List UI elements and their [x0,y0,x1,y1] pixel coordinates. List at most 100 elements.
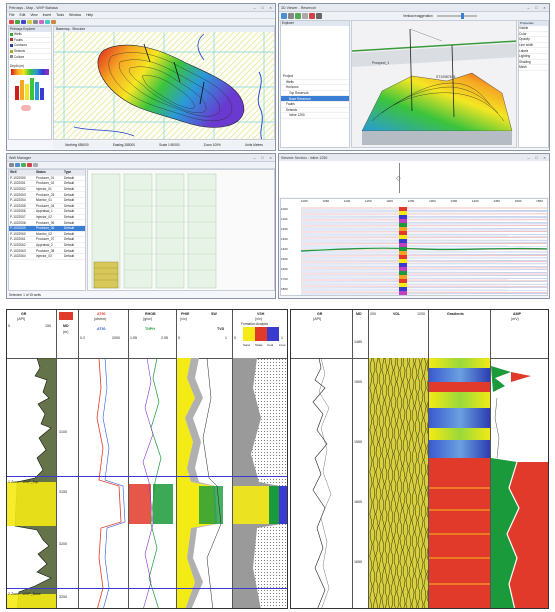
well-row[interactable]: P-1022051 Producer_02 Default [9,181,85,187]
col-status[interactable]: Status [36,170,46,175]
property-item[interactable]: Mesh [519,65,548,71]
select-icon[interactable] [281,13,287,19]
tool-icon[interactable] [21,20,26,24]
property-item[interactable]: Visible [519,26,548,32]
map-window-titlebar[interactable]: Petrosys - Map - WVP Bahasa – □ × [7,4,275,12]
tool-icon[interactable] [21,163,26,167]
well-row[interactable]: P-1022050 Producer_01 Default [9,176,85,182]
camera-icon[interactable] [316,13,322,19]
well-row[interactable]: P-1022052 Injector_01 Default [9,187,85,193]
col-well[interactable]: Well [10,170,17,175]
side-item[interactable]: Seismic [9,49,51,55]
well-manager-titlebar[interactable]: Well Manager – □ × [7,154,275,162]
well-cell: Producer_01 [36,175,55,180]
map-window[interactable]: Petrosys - Map - WVP Bahasa – □ × File Edi… [6,3,276,151]
slider-thumb[interactable] [460,13,464,19]
property-item[interactable]: Line width [519,43,548,49]
property-item[interactable]: Color [519,32,548,38]
minimize-icon[interactable]: – [253,5,256,10]
rotate-icon[interactable] [295,13,301,19]
md-track-header: MD (m) [57,310,78,359]
property-item[interactable]: Shading [519,60,548,66]
well-row[interactable]: P-1022060 Monitor_02 Default [9,232,85,238]
side-item[interactable]: Wells [9,32,51,38]
property-item[interactable]: Labels [519,48,548,54]
well-manager-window[interactable]: Well Manager – □ × Well Status Type P-1022… [6,153,276,299]
viewer-3d-window[interactable]: 3D Viewer - Reservoir – □ × Vertical exagg… [278,3,550,151]
close-icon[interactable]: × [269,155,272,160]
well-row[interactable]: P-1022064 Injector_03 Default [9,254,85,260]
maximize-icon[interactable]: □ [535,155,538,160]
menu-edit[interactable]: Edit [19,13,26,17]
tool-icon[interactable] [15,163,20,167]
tool-icon[interactable] [33,20,38,24]
well-row[interactable]: P-1022053 Producer_03 Default [9,192,85,198]
menu-file[interactable]: File [9,13,15,17]
minimize-icon[interactable]: – [253,155,256,160]
tool-icon[interactable] [33,163,38,167]
well-row[interactable]: P-1022062 Appraisal_2 Default [9,243,85,249]
maximize-icon[interactable]: □ [261,5,264,10]
tree-item[interactable]: Top Reservoir [281,91,349,97]
menu-window[interactable]: Window [69,13,82,17]
well-row[interactable]: P-1022061 Producer_07 Default [9,237,85,243]
seismic-reflector [301,230,547,233]
pan-icon[interactable] [288,13,294,19]
minimize-icon[interactable]: – [527,155,530,160]
property-item[interactable]: Lighting [519,54,548,60]
seismic-section[interactable]: 1000 1050 1100 1150 1200 1250 1300 1350 1400 1450… [280,198,548,296]
well-row[interactable]: P-1022055 Producer_04 Default [9,204,85,210]
tool-icon[interactable] [51,20,56,24]
well-row[interactable]: P-1022059 Producer_06 Default [9,225,85,232]
well-row[interactable]: P-1022056 Appraisal_1 Default [9,209,85,215]
vdl-trace [414,358,418,608]
well-row[interactable]: P-1022063 Producer_08 Default [9,248,85,254]
viewer-3d-titlebar[interactable]: 3D Viewer - Reservoir – □ × [279,4,549,12]
chevron-down-icon[interactable]: ◇ [396,176,401,182]
tool-icon[interactable] [15,20,20,24]
log-display-a[interactable]: GR (API) 0 150 1 Zone - WVP_Top 2 Zone -… [6,309,288,609]
well-cell: P-1022052 [10,187,26,192]
well-row[interactable]: P-1022058 Producer_05 Default [9,220,85,226]
minimize-icon[interactable]: – [527,5,530,10]
pick-icon[interactable] [309,13,315,19]
maximize-icon[interactable]: □ [535,5,538,10]
property-item[interactable]: Opacity [519,37,548,43]
tree-item[interactable]: Inline 1250 [281,113,349,119]
menu-insert[interactable]: Insert [42,13,52,17]
menu-view[interactable]: View [30,13,38,17]
menu-tools[interactable]: Tools [56,13,65,17]
tool-icon[interactable] [45,20,50,24]
tree-item[interactable]: Project [281,74,349,80]
exaggeration-slider[interactable] [436,13,477,19]
tree-item[interactable]: Horizons [281,85,349,91]
tree-item-selected[interactable]: Base Reservoir [281,96,349,102]
viewer-3d-canvas[interactable]: Prospect_1 ST10987678 [351,20,517,148]
tool-icon[interactable] [27,20,32,24]
tree-item[interactable]: Wells [281,80,349,86]
side-item[interactable]: Faults [9,38,51,44]
tool-icon[interactable] [9,163,14,167]
close-icon[interactable]: × [543,5,546,10]
tree-item[interactable]: Seismic [281,108,349,114]
col-type[interactable]: Type [64,170,72,175]
close-icon[interactable]: × [543,155,546,160]
tool-icon[interactable] [9,20,14,24]
map-canvas[interactable]: Basemap - Structure [53,26,275,140]
tool-icon[interactable] [39,20,44,24]
close-icon[interactable]: × [269,5,272,10]
zoom-icon[interactable] [302,13,308,19]
well-row[interactable]: P-1022057 Injector_02 Default [9,215,85,221]
side-item[interactable]: Culture [9,54,51,60]
zone-top-line [7,476,287,477]
tool-icon[interactable] [27,163,32,167]
well-cell: Default [64,220,75,225]
tree-item[interactable]: Faults [281,102,349,108]
side-item[interactable]: Contours [9,43,51,49]
well-row[interactable]: P-1022054 Monitor_01 Default [9,198,85,204]
maximize-icon[interactable]: □ [261,155,264,160]
log-display-b[interactable]: GR (API) MD 1480 1500 1550 1600 1650 VDL… [290,309,549,609]
section-marker[interactable] [399,163,404,193]
seismic-window[interactable]: Seismic Section - Inline 1250 – □ × ◇ 1000… [278,153,550,299]
menu-help[interactable]: Help [86,13,94,17]
